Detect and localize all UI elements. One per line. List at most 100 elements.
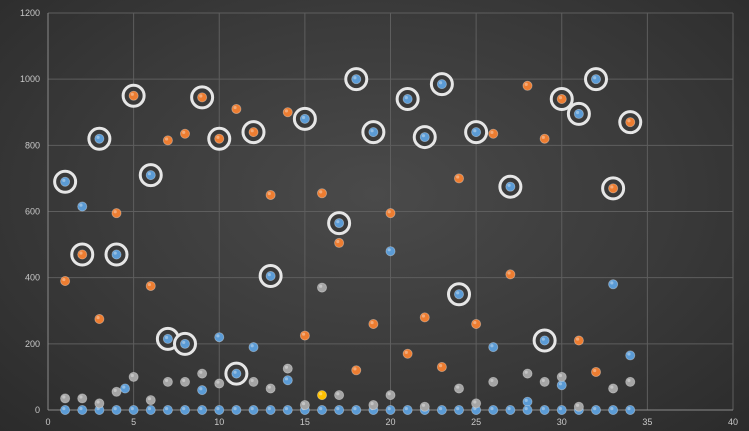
data-point xyxy=(385,404,396,415)
marker-shine xyxy=(558,373,563,378)
marker-shine xyxy=(267,191,271,196)
data-point xyxy=(573,401,584,412)
marker-shine xyxy=(147,282,152,287)
data-point xyxy=(299,400,310,411)
marker xyxy=(179,404,190,415)
marker xyxy=(94,133,105,144)
marker xyxy=(299,113,310,124)
data-point xyxy=(368,318,379,329)
highlighted-point xyxy=(549,87,574,112)
marker-shine xyxy=(558,407,563,411)
marker xyxy=(522,80,533,91)
marker xyxy=(145,404,156,415)
marker xyxy=(214,378,225,389)
marker-shine xyxy=(96,316,100,320)
marker-shine xyxy=(456,385,460,389)
marker xyxy=(539,133,550,144)
marker-shine xyxy=(558,382,563,386)
marker-shine xyxy=(267,273,271,277)
marker-shine xyxy=(627,119,631,123)
y-tick-label: 0 xyxy=(35,405,40,415)
marker-shine xyxy=(113,251,117,255)
y-tick-label: 1000 xyxy=(20,74,40,84)
marker xyxy=(77,249,88,260)
marker-shine xyxy=(627,378,631,383)
marker xyxy=(522,368,533,379)
data-point xyxy=(197,404,208,415)
highlighted-point xyxy=(361,120,386,145)
data-point xyxy=(334,237,345,248)
marker-shine xyxy=(404,350,408,354)
marker xyxy=(179,376,190,387)
marker-shine xyxy=(79,395,83,399)
marker xyxy=(197,404,208,415)
marker xyxy=(573,335,584,346)
highlighted-point xyxy=(429,72,454,97)
marker-shine xyxy=(164,137,169,141)
marker xyxy=(60,393,71,404)
marker xyxy=(488,404,499,415)
highlighted-point xyxy=(173,331,197,356)
data-point xyxy=(505,404,516,415)
marker xyxy=(539,404,550,415)
marker-shine xyxy=(627,407,631,411)
marker-shine xyxy=(610,407,614,411)
marker xyxy=(505,269,516,280)
data-point xyxy=(265,404,276,415)
marker xyxy=(111,249,122,260)
highlighted-point xyxy=(258,264,283,289)
marker xyxy=(60,275,71,286)
marker-shine xyxy=(113,210,117,214)
marker xyxy=(488,128,499,139)
marker-shine xyxy=(147,172,152,176)
marker-shine xyxy=(164,407,169,411)
marker xyxy=(453,383,464,394)
marker-shine xyxy=(524,407,528,411)
marker-shine xyxy=(62,395,66,399)
data-point xyxy=(334,404,345,415)
highlighted-point xyxy=(87,126,112,151)
marker xyxy=(625,350,636,361)
marker xyxy=(128,404,139,415)
marker xyxy=(368,400,379,411)
x-tick-label: 5 xyxy=(131,417,136,427)
marker-shine xyxy=(233,105,237,110)
marker xyxy=(334,237,345,248)
marker xyxy=(625,117,636,128)
y-tick-label: 800 xyxy=(25,140,40,150)
highlighted-point xyxy=(224,361,249,386)
marker xyxy=(162,333,173,344)
marker xyxy=(608,279,619,290)
data-point xyxy=(471,318,482,329)
data-point xyxy=(179,404,190,415)
data-point xyxy=(282,375,293,386)
marker xyxy=(505,181,516,192)
marker-shine xyxy=(336,220,340,224)
marker xyxy=(351,74,362,85)
data-point xyxy=(471,398,482,409)
marker xyxy=(60,176,71,187)
marker xyxy=(231,103,242,114)
marker xyxy=(471,318,482,329)
data-point xyxy=(77,201,88,212)
data-point xyxy=(316,390,327,401)
marker-shine xyxy=(541,378,545,383)
marker xyxy=(334,404,345,415)
marker xyxy=(488,376,499,387)
data-point xyxy=(625,350,636,361)
data-point xyxy=(608,404,619,415)
highlighted-point xyxy=(53,169,78,194)
marker xyxy=(248,342,259,353)
marker xyxy=(282,375,293,386)
data-point xyxy=(591,366,602,377)
marker xyxy=(539,376,550,387)
marker-shine xyxy=(113,407,117,411)
marker xyxy=(556,404,567,415)
marker xyxy=(402,404,413,415)
marker xyxy=(402,348,413,359)
marker-shine xyxy=(507,407,511,411)
marker xyxy=(316,188,327,199)
marker-shine xyxy=(62,178,66,182)
data-point xyxy=(368,400,379,411)
data-point xyxy=(179,376,190,387)
